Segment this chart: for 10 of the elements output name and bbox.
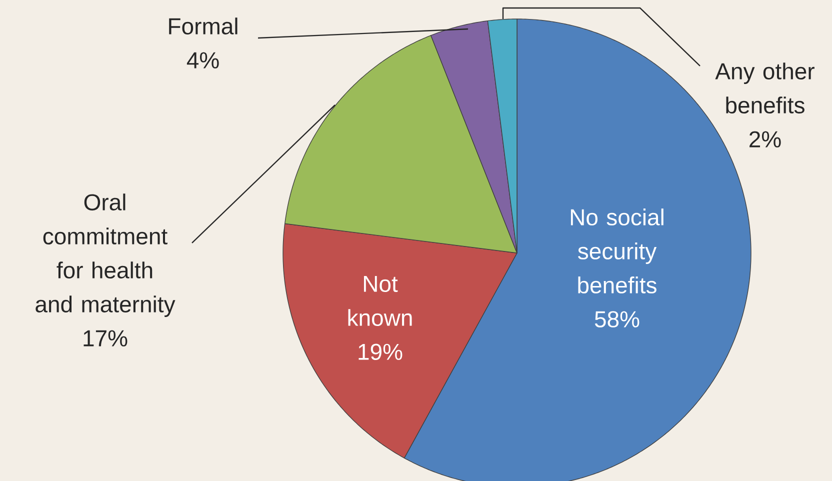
slice-label: Not known	[348, 276, 412, 326]
data-label: 2%	[750, 131, 781, 148]
data-label: 19%	[358, 344, 402, 360]
slice-label: Formal	[169, 18, 238, 34]
slice-label: Any other benefits	[715, 62, 814, 114]
data-label: 58%	[594, 311, 640, 328]
slice-label: No social security benefits	[570, 208, 664, 294]
data-label: 17%	[84, 330, 128, 346]
data-label: 4%	[186, 52, 219, 68]
slice-label: Oral commitment for health and maternity	[36, 194, 176, 318]
